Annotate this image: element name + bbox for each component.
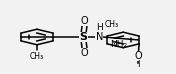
Text: H: H: [96, 23, 103, 32]
Text: NH₂: NH₂: [111, 40, 128, 49]
Text: S: S: [80, 32, 88, 42]
Text: O: O: [81, 48, 88, 58]
Text: O: O: [134, 51, 142, 61]
Text: N: N: [96, 32, 103, 42]
Text: I: I: [137, 60, 140, 69]
Text: O: O: [81, 16, 88, 26]
Text: CH₃: CH₃: [30, 52, 44, 61]
Text: CH₃: CH₃: [105, 20, 119, 29]
